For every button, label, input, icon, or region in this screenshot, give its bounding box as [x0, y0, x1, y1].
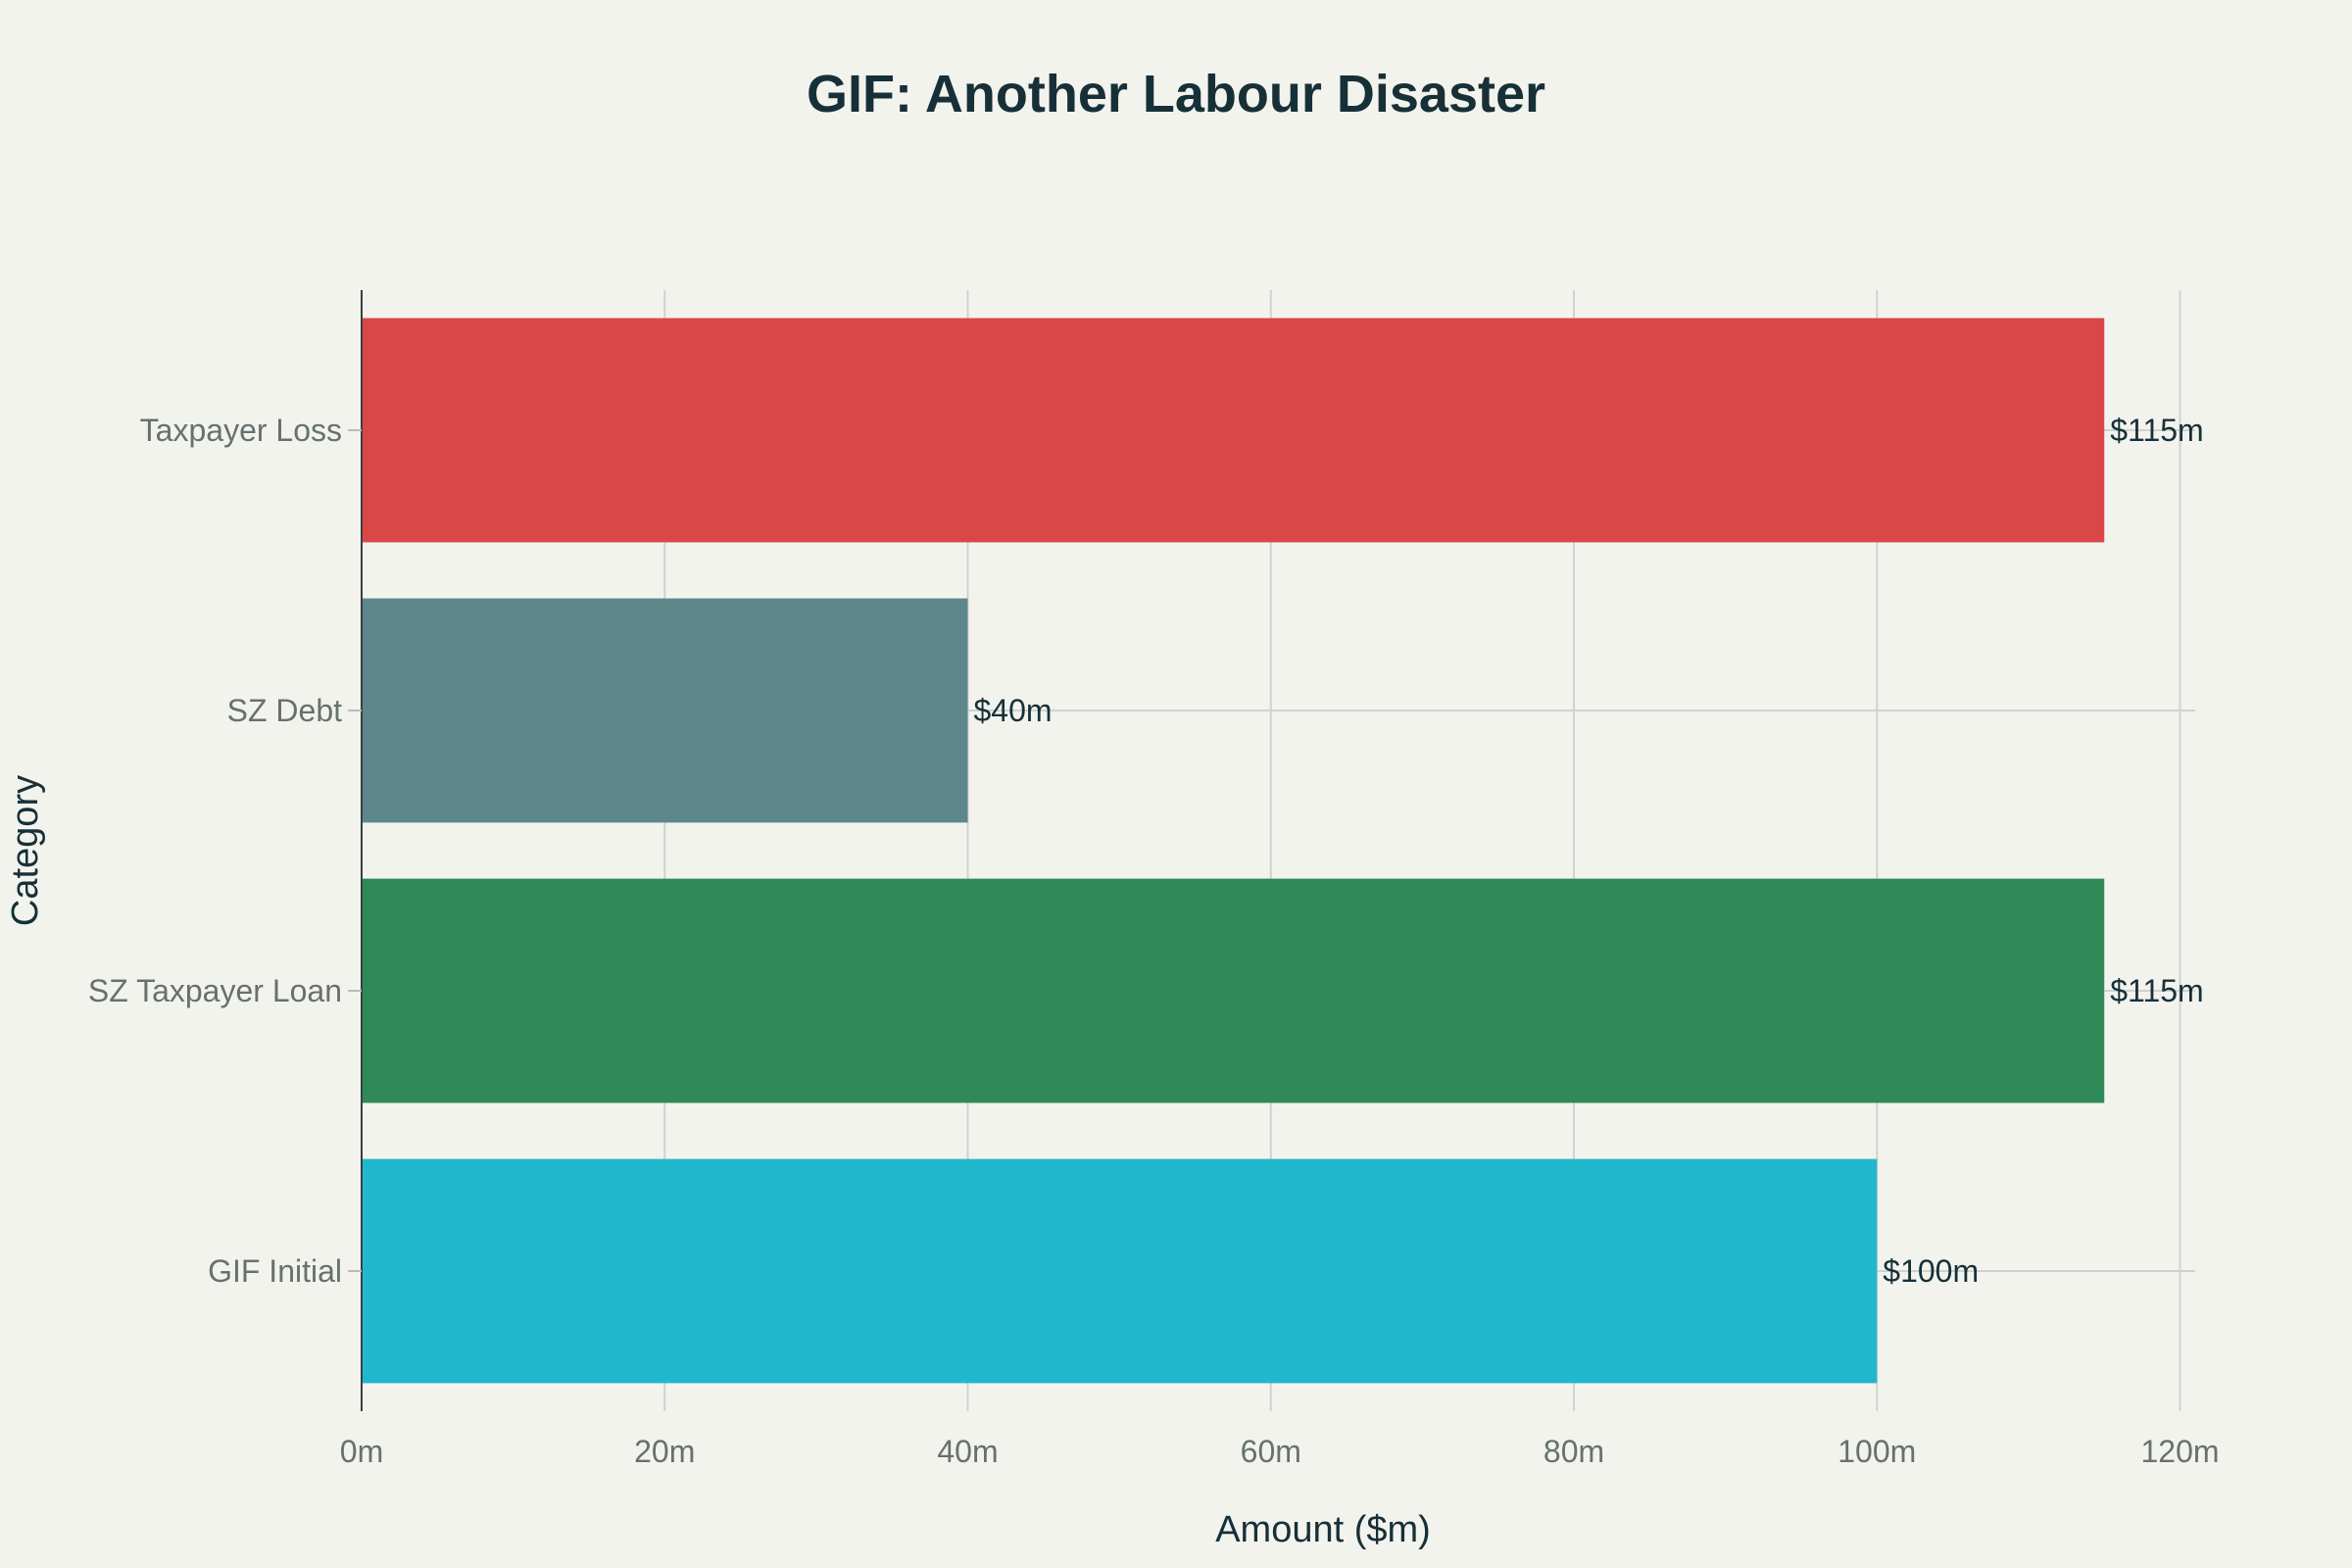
x-tick-label: 80m	[1544, 1434, 1604, 1469]
x-tick-label: 100m	[1838, 1434, 1916, 1469]
bar-layer	[362, 318, 2105, 1384]
x-tick-label: 0m	[340, 1434, 383, 1469]
y-axis-title: Category	[5, 775, 46, 926]
bar	[362, 878, 2105, 1103]
data-label: $115m	[2110, 973, 2203, 1008]
y-tick-label: GIF Initial	[208, 1253, 342, 1289]
data-label: $40m	[974, 693, 1053, 728]
x-tick-label: 120m	[2141, 1434, 2220, 1469]
label-layer: $100m $115m $40m $115m	[974, 413, 2204, 1289]
x-tick-label: 60m	[1241, 1434, 1301, 1469]
data-label: $115m	[2110, 413, 2203, 448]
bar	[362, 318, 2105, 543]
bar	[362, 598, 968, 823]
y-tick-label: SZ Taxpayer Loan	[88, 973, 342, 1008]
x-tick-label: 40m	[937, 1434, 998, 1469]
y-tick-label: Taxpayer Loss	[140, 413, 342, 448]
tick-layer: 0m 20m 40m 60m 80m 100m 120m GIF Initial SZ Taxp…	[88, 413, 2220, 1469]
chart-title: GIF: Another Labour Disaster	[807, 65, 1545, 123]
x-tick-label: 20m	[634, 1434, 695, 1469]
bar	[362, 1158, 1878, 1384]
x-axis-title: Amount ($m)	[1215, 1509, 1431, 1550]
y-tick-label: SZ Debt	[227, 693, 342, 728]
data-label: $100m	[1883, 1253, 1979, 1289]
